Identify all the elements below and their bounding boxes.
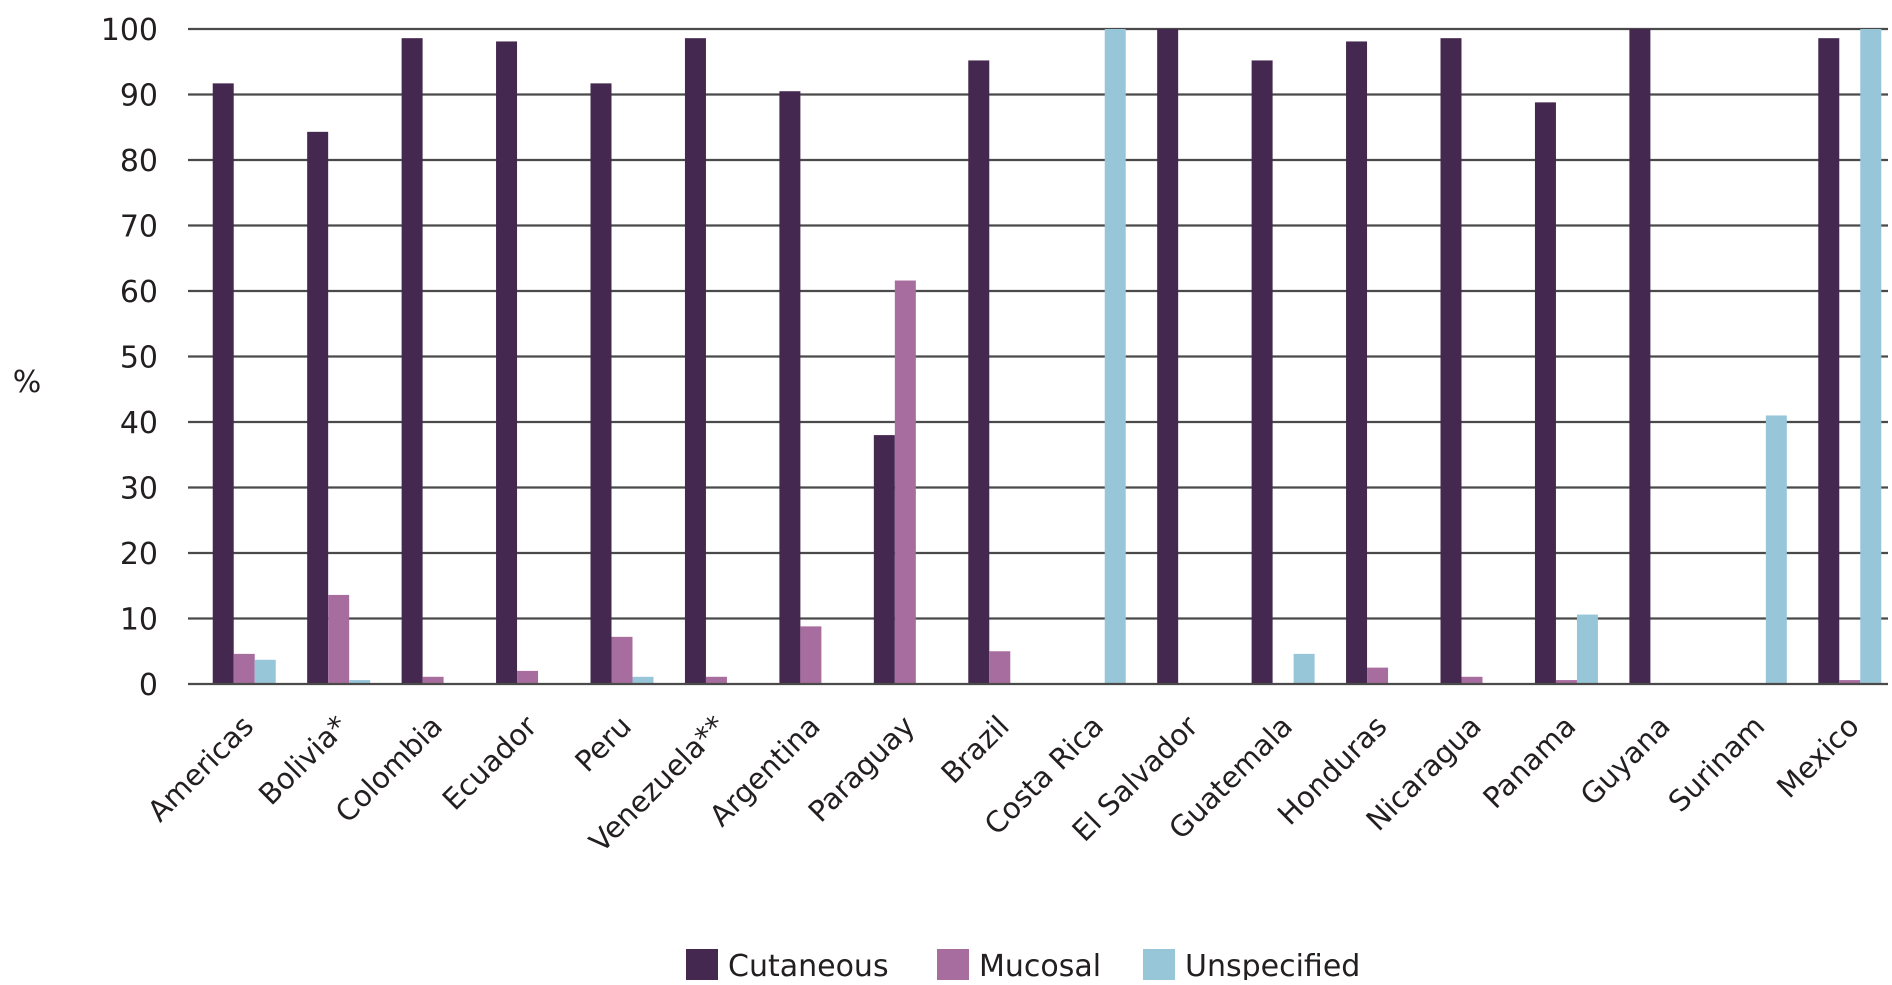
bar-cutaneous-guatemala bbox=[1251, 60, 1273, 684]
x-tick-label: Peru bbox=[568, 709, 638, 779]
bar-cutaneous-americas bbox=[212, 83, 234, 685]
bar-cutaneous-panama bbox=[1534, 102, 1556, 685]
bar-mucosal-panama bbox=[1555, 680, 1577, 684]
y-tick-label: 30 bbox=[120, 472, 158, 507]
bar-mucosal-colombia bbox=[422, 676, 444, 684]
bar-mucosal-peru bbox=[611, 636, 633, 684]
bar-unspecified-mexico bbox=[1860, 29, 1882, 684]
legend-label-mucosal: Mucosal bbox=[979, 949, 1101, 980]
y-axis-label: % bbox=[13, 365, 42, 400]
bar-cutaneous-guyana bbox=[1629, 29, 1651, 684]
bar-mucosal-honduras bbox=[1367, 667, 1389, 684]
bar-mucosal-mexico bbox=[1839, 680, 1861, 684]
bar-mucosal-venezuela bbox=[705, 676, 727, 684]
bar-cutaneous-peru bbox=[590, 83, 612, 685]
x-tick-label: Guyana bbox=[1574, 709, 1677, 812]
bar-mucosal-brazil bbox=[989, 651, 1011, 684]
bar-mucosal-nicaragua bbox=[1461, 676, 1483, 684]
bar-cutaneous-el-salvador bbox=[1157, 29, 1179, 684]
y-tick-label: 20 bbox=[120, 537, 158, 572]
y-tick-label: 100 bbox=[101, 13, 158, 48]
y-tick-label: 10 bbox=[120, 603, 158, 638]
gridlines bbox=[188, 27, 1888, 620]
bar-cutaneous-honduras bbox=[1346, 41, 1368, 684]
bar-mucosal-paraguay bbox=[894, 280, 916, 684]
bar-cutaneous-colombia bbox=[401, 38, 423, 685]
legend-swatch-unspecified bbox=[1143, 949, 1175, 980]
y-tick-label: 50 bbox=[120, 341, 158, 376]
y-tick-label: 0 bbox=[139, 668, 158, 703]
x-tick-label: Mexico bbox=[1770, 709, 1866, 805]
bar-cutaneous-mexico bbox=[1818, 38, 1840, 685]
y-tick-label: 70 bbox=[120, 210, 158, 245]
legend-label-cutaneous: Cutaneous bbox=[728, 949, 889, 980]
bar-mucosal-ecuador bbox=[517, 670, 539, 684]
bar-cutaneous-paraguay bbox=[873, 435, 895, 684]
y-axis-ticks: 0 10 20 30 40 50 60 70 80 90 100 bbox=[101, 13, 158, 703]
bar-unspecified-bolivia bbox=[349, 680, 371, 684]
x-tick-label: Brazil bbox=[934, 709, 1015, 790]
legend-swatch-mucosal bbox=[937, 949, 969, 980]
bar-cutaneous-argentina bbox=[779, 91, 801, 685]
legend: Cutaneous Mucosal Unspecified bbox=[686, 949, 1360, 984]
bar-cutaneous-ecuador bbox=[496, 41, 518, 684]
bar-mucosal-americas bbox=[233, 653, 255, 684]
bar-unspecified-costa-rica bbox=[1104, 29, 1126, 684]
x-tick-label: Panama bbox=[1476, 709, 1582, 815]
x-tick-label: Americas bbox=[141, 709, 260, 828]
bars bbox=[212, 29, 1882, 685]
legend-label-unspecified: Unspecified bbox=[1185, 949, 1360, 980]
bar-cutaneous-brazil bbox=[968, 60, 990, 684]
y-tick-label: 40 bbox=[120, 406, 158, 441]
bar-unspecified-guatemala bbox=[1293, 653, 1315, 684]
bar-cutaneous-venezuela bbox=[684, 38, 706, 685]
bar-unspecified-peru bbox=[632, 676, 654, 684]
bar-cutaneous-nicaragua bbox=[1440, 38, 1462, 685]
bar-unspecified-surinam bbox=[1765, 415, 1787, 684]
bar-unspecified-americas bbox=[254, 659, 276, 684]
legend-swatch-cutaneous bbox=[686, 949, 718, 980]
y-tick-label: 80 bbox=[120, 144, 158, 179]
x-tick-label: Surinam bbox=[1662, 709, 1772, 819]
y-tick-label: 90 bbox=[120, 79, 158, 114]
bar-unspecified-panama bbox=[1576, 614, 1598, 684]
bar-cutaneous-bolivia bbox=[307, 131, 329, 684]
bar-mucosal-bolivia bbox=[328, 594, 350, 684]
y-tick-label: 60 bbox=[120, 275, 158, 310]
bar-mucosal-argentina bbox=[800, 626, 822, 684]
x-tick-label: Ecuador bbox=[436, 709, 544, 817]
